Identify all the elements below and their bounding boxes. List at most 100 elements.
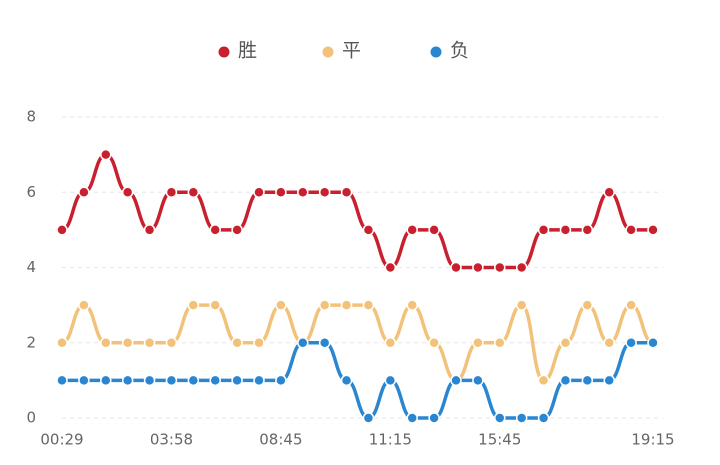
data-point (362, 299, 375, 311)
data-point (165, 337, 178, 349)
data-point (625, 224, 637, 236)
data-point (581, 374, 594, 387)
data-point (56, 224, 68, 236)
data-point (428, 337, 440, 349)
y-tick-label: 6 (26, 183, 36, 201)
data-point (450, 261, 462, 274)
legend: 胜平负 (218, 40, 469, 62)
data-point (209, 374, 221, 387)
series-line (61, 152, 653, 270)
data-point (515, 299, 528, 311)
data-point (362, 224, 375, 236)
data-point (100, 337, 112, 349)
x-tick-label: 15:45 (478, 431, 521, 449)
data-point (603, 186, 615, 198)
data-point (406, 412, 418, 424)
data-point (100, 374, 112, 387)
data-point (231, 337, 243, 349)
data-point (559, 374, 572, 387)
data-point (121, 337, 134, 349)
series-line (61, 341, 653, 420)
y-tick-label: 4 (26, 258, 36, 276)
legend-label: 平 (342, 40, 361, 62)
data-point (581, 299, 594, 311)
data-point (143, 224, 156, 236)
data-point (275, 186, 287, 198)
data-point (187, 299, 200, 311)
data-point (406, 299, 418, 311)
data-point (187, 186, 200, 198)
x-tick-label: 08:45 (259, 431, 302, 449)
data-point (209, 299, 221, 311)
y-tick-label: 2 (26, 333, 36, 351)
data-point (559, 224, 572, 236)
legend-label: 胜 (238, 40, 257, 62)
data-point (472, 374, 484, 387)
x-tick-label: 00:29 (40, 431, 83, 449)
data-point (275, 299, 287, 311)
data-point (56, 374, 68, 387)
data-point (187, 374, 200, 387)
data-point (253, 374, 265, 387)
data-point (78, 299, 90, 311)
legend-marker (218, 46, 230, 58)
data-point (625, 337, 637, 349)
legend-label: 负 (450, 40, 469, 62)
data-point (537, 224, 550, 236)
data-point (494, 337, 506, 349)
data-point (121, 186, 134, 198)
data-point (143, 337, 156, 349)
data-point (121, 374, 134, 387)
data-point (603, 374, 615, 387)
data-point (472, 261, 484, 274)
data-point (275, 374, 287, 387)
data-point (78, 374, 90, 387)
data-point (318, 299, 331, 311)
data-point (253, 186, 265, 198)
data-point (515, 261, 528, 274)
y-tick-label: 0 (26, 409, 36, 427)
data-point (450, 374, 462, 387)
data-point (209, 224, 221, 236)
data-point (428, 412, 440, 424)
data-point (362, 412, 375, 424)
data-point (384, 261, 397, 274)
data-point (384, 337, 397, 349)
data-point (537, 374, 550, 387)
data-point (165, 186, 178, 198)
data-point (647, 337, 659, 349)
data-point (340, 374, 353, 387)
series-line (61, 303, 654, 383)
data-point (581, 224, 594, 236)
data-point (406, 224, 418, 236)
data-point (472, 337, 484, 349)
data-point (253, 337, 265, 349)
data-point (100, 148, 112, 161)
data-point (78, 186, 90, 198)
data-point (647, 224, 659, 236)
x-tick-label: 11:15 (369, 431, 412, 449)
data-point (165, 374, 178, 387)
data-point (428, 224, 440, 236)
data-point (297, 186, 309, 198)
data-point (318, 186, 331, 198)
data-point (494, 261, 506, 274)
data-point (515, 412, 528, 424)
data-point (297, 337, 309, 349)
data-point (384, 374, 397, 387)
x-tick-label: 19:15 (631, 431, 674, 449)
data-point (143, 374, 156, 387)
data-point (603, 337, 615, 349)
x-tick-label: 03:58 (150, 431, 193, 449)
data-point (559, 337, 572, 349)
data-point (340, 299, 353, 311)
data-point (625, 299, 637, 311)
y-tick-label: 8 (26, 108, 36, 126)
data-point (231, 224, 243, 236)
data-point (231, 374, 243, 387)
data-point (318, 337, 331, 349)
legend-marker (430, 46, 442, 58)
data-point (494, 412, 506, 424)
data-point (340, 186, 353, 198)
